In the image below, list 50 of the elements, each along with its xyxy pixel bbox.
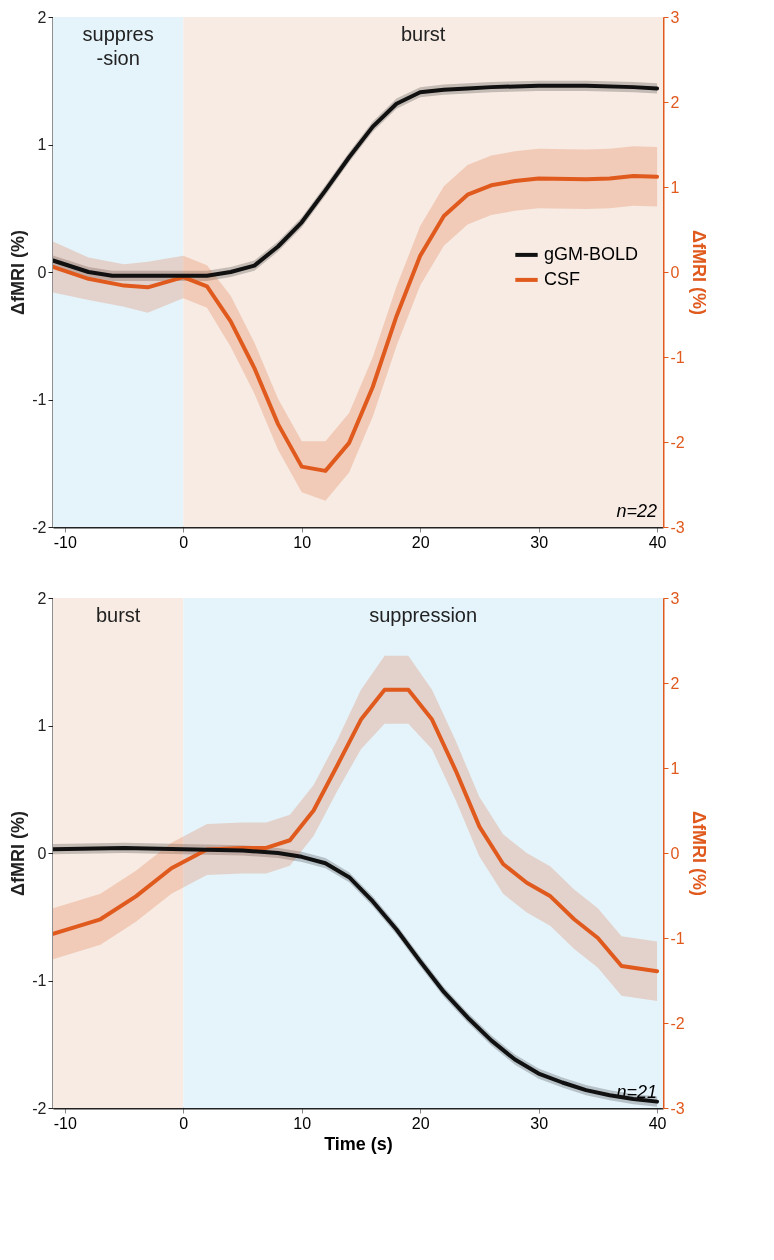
y2-axis-title: ΔfMRI (%)	[688, 230, 709, 315]
y-tick-label: -2	[32, 518, 47, 536]
x-tick-label: 30	[530, 1114, 549, 1132]
band-label: burst	[95, 604, 141, 626]
y2-tick-label: 1	[670, 178, 680, 196]
x-tick-label: -10	[53, 1114, 78, 1132]
y2-tick-label: -3	[670, 1099, 685, 1117]
y2-tick-label: 0	[670, 844, 680, 862]
y-axis-title: ΔfMRI (%)	[8, 230, 29, 315]
y2-tick-label: -2	[670, 1014, 685, 1032]
y-tick-label: 1	[37, 136, 47, 153]
y-tick-label: 2	[37, 589, 47, 607]
y2-tick-label: 3	[670, 8, 680, 26]
y2-tick-label: -1	[670, 929, 685, 947]
x-tick-label: 20	[411, 533, 430, 551]
y2-tick-label: 2	[670, 93, 680, 111]
band-label: suppression	[369, 604, 478, 626]
y2-axis-title: ΔfMRI (%)	[688, 811, 709, 896]
x-tick-label: 0	[179, 533, 189, 551]
y2-tick-label: -1	[670, 348, 685, 366]
y2-tick-label: -2	[670, 433, 685, 451]
y2-tick-label: 0	[670, 263, 680, 281]
x-tick-label: 40	[648, 1114, 667, 1132]
x-tick-label: 10	[293, 533, 312, 551]
line-series	[53, 687, 660, 974]
y-tick-label: -2	[32, 1099, 47, 1117]
x-tick-label: 30	[530, 533, 549, 551]
annotation: n=22	[616, 501, 657, 521]
y2-tick-label: -3	[670, 518, 685, 536]
legend-label: CSF	[544, 268, 580, 289]
y-tick-label: 0	[37, 263, 47, 281]
line-series	[53, 173, 660, 473]
y-tick-label: 0	[37, 844, 47, 862]
y-tick-label: 2	[37, 8, 47, 26]
y-tick-label: -1	[32, 972, 47, 989]
y2-tick-label: 3	[670, 589, 680, 607]
y-tick-label: 1	[37, 717, 47, 734]
x-tick-label: 10	[293, 1114, 312, 1132]
x-tick-label: 40	[648, 533, 667, 551]
x-tick-label: -10	[53, 533, 78, 551]
y2-tick-label: 2	[670, 674, 680, 692]
x-tick-label: 0	[179, 1114, 189, 1132]
x-tick-label: 20	[411, 1114, 430, 1132]
band-label: burst	[400, 23, 446, 45]
y-tick-label: -1	[32, 391, 47, 408]
y2-tick-label: 1	[670, 759, 680, 777]
x-axis-title: Time (s)	[324, 1133, 393, 1154]
band-label: suppres -sion	[82, 23, 154, 69]
y-axis-title: ΔfMRI (%)	[8, 811, 29, 896]
legend-label: gGM-BOLD	[544, 243, 639, 264]
